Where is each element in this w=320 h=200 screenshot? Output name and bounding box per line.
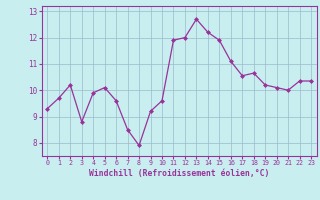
X-axis label: Windchill (Refroidissement éolien,°C): Windchill (Refroidissement éolien,°C) (89, 169, 269, 178)
